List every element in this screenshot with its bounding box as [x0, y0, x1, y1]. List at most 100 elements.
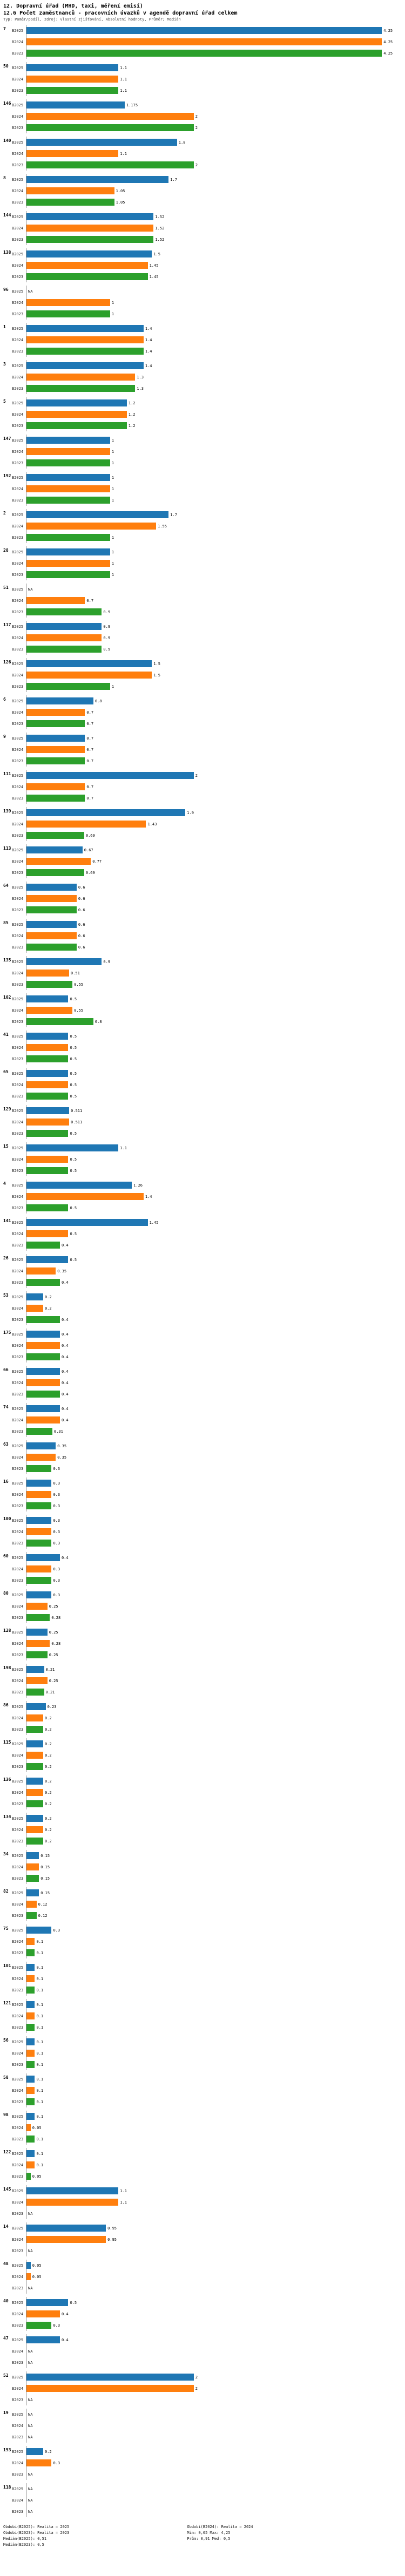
bar-row: B2025 NA [12, 2483, 403, 2494]
bar [26, 1577, 52, 1584]
bar-track: 0.21 [26, 1664, 403, 1675]
value-label: 0.4 [61, 1343, 69, 1348]
series-label: B2023 [12, 945, 24, 950]
bar [26, 1517, 52, 1524]
bar [26, 846, 83, 853]
series-label: B2024 [12, 1641, 24, 1646]
bar [26, 2374, 194, 2381]
footer-line: Období(B2023): Realita = 2023 [3, 2531, 70, 2535]
bar-row: B2023 0.3 [12, 1537, 403, 1549]
bar-row: B2025 1.5 [12, 248, 403, 260]
bar-track: NA [26, 2282, 403, 2294]
bar-group: 40 B2025 0.5 B2024 0.4 B2023 0.3 [3, 2297, 403, 2331]
series-label: B2024 [12, 1380, 24, 1385]
value-label: 0.4 [61, 1243, 69, 1248]
series-label: B2024 [12, 412, 24, 417]
bar-group: 66 B2025 0.4 B2024 0.4 B2023 0.4 [3, 1366, 403, 1400]
series-label: B2024 [12, 524, 24, 528]
series-label: B2024 [12, 1082, 24, 1087]
bar-row: B2023 NA [12, 2506, 403, 2517]
group-label: 48 [3, 2261, 9, 2266]
series-label: B2023 [12, 1690, 24, 1694]
series-label: B2024 [12, 971, 24, 975]
series-label: B2024 [12, 375, 24, 379]
bar [26, 262, 148, 269]
bar [26, 161, 194, 168]
bar [26, 970, 69, 977]
bar-row: B2025 0.5 [12, 2297, 403, 2308]
bar-track: 0.6 [26, 893, 403, 904]
bar [26, 325, 144, 332]
series-label: B2024 [12, 2088, 24, 2093]
bar-row: B2025 0.2 [12, 2446, 403, 2457]
bar-row: B2025 1 [12, 472, 403, 483]
bar-group: 153 B2025 0.2 B2024 0.3 B2023 NA [3, 2446, 403, 2480]
bar-track: 0.2 [26, 1798, 403, 1809]
series-label: B2025 [12, 438, 24, 443]
bar [26, 1428, 52, 1435]
series-label: B2023 [12, 200, 24, 205]
value-label: 0.1 [36, 1939, 44, 1944]
series-label: B2024 [12, 1194, 24, 1199]
group-label: 117 [3, 622, 11, 627]
bar [26, 623, 102, 630]
bar-group: 128 B2025 0.25 B2024 0.28 B2023 0.25 [3, 1626, 403, 1660]
bar-row: B2023 0.12 [12, 1910, 403, 1921]
bar-track: 1.43 [26, 818, 403, 830]
bar-row: B2024 0.7 [12, 595, 403, 606]
bar-row: B2024 0.25 [12, 1601, 403, 1612]
bar [26, 87, 119, 94]
bar-track: 0.7 [26, 707, 403, 718]
group-label: 7 [3, 26, 6, 31]
bar [26, 38, 382, 45]
value-label: 0.35 [57, 1269, 67, 1273]
bar [26, 139, 177, 146]
bar [26, 437, 110, 444]
bar-row: B2024 1.1 [12, 73, 403, 85]
bar [26, 411, 127, 418]
bar-row: B2024 1.55 [12, 520, 403, 532]
group-label: 53 [3, 1293, 9, 1298]
bar-row: B2023 NA [12, 2357, 403, 2368]
bar [26, 124, 194, 131]
value-label: 1 [111, 438, 114, 443]
series-label: B2023 [12, 2509, 24, 2514]
bar-row: B2023 1.05 [12, 196, 403, 208]
bar-track: 0.4 [26, 1377, 403, 1388]
bar-group: 6 B2025 0.8 B2024 0.7 B2023 0.7 [3, 695, 403, 729]
bar-track: 1.1 [26, 73, 403, 85]
bar [26, 1912, 37, 1919]
bar [26, 2299, 69, 2306]
value-label: NA [28, 2211, 33, 2216]
bar-track: 0.23 [26, 1701, 403, 1712]
bar-row: B2025 0.1 [12, 1999, 403, 2010]
bar-track: 0.3 [26, 1477, 403, 1489]
value-label: 0.5 [70, 1034, 77, 1039]
bar-track: 0.2 [26, 1724, 403, 1735]
bar-group: 56 B2025 0.1 B2024 0.1 B2023 0.1 [3, 2036, 403, 2070]
bar [26, 2124, 31, 2131]
value-label: 1 [111, 572, 114, 577]
group-label: 6 [3, 697, 6, 702]
bar-row: B2023 0.28 [12, 1612, 403, 1623]
bar-track: 0.12 [26, 1899, 403, 1910]
series-label: B2025 [12, 1928, 24, 1933]
series-label: B2025 [12, 2151, 24, 2156]
value-label: 2 [195, 2375, 198, 2380]
bar [26, 1640, 50, 1647]
bar [26, 1279, 60, 1286]
bar-row: B2025 1.8 [12, 137, 403, 148]
value-label: 1.1 [120, 1145, 127, 1150]
bar-group: 85 B2025 0.6 B2024 0.6 B2023 0.6 [3, 919, 403, 953]
value-label: 0.1 [36, 2077, 44, 2082]
bar-row: B2024 0.4 [12, 1377, 403, 1388]
group-label: 128 [3, 1628, 11, 1633]
bar-group: 117 B2025 0.9 B2024 0.9 B2023 0.9 [3, 621, 403, 655]
bar-track: 1.45 [26, 1217, 403, 1228]
value-label: 1.43 [147, 822, 157, 826]
series-label: B2023 [12, 460, 24, 465]
bar-track: 0.5 [26, 1165, 403, 1176]
bar-track: 0.4 [26, 1366, 403, 1377]
bar-track: 0.3 [26, 1515, 403, 1526]
value-label: 1.4 [145, 349, 152, 354]
